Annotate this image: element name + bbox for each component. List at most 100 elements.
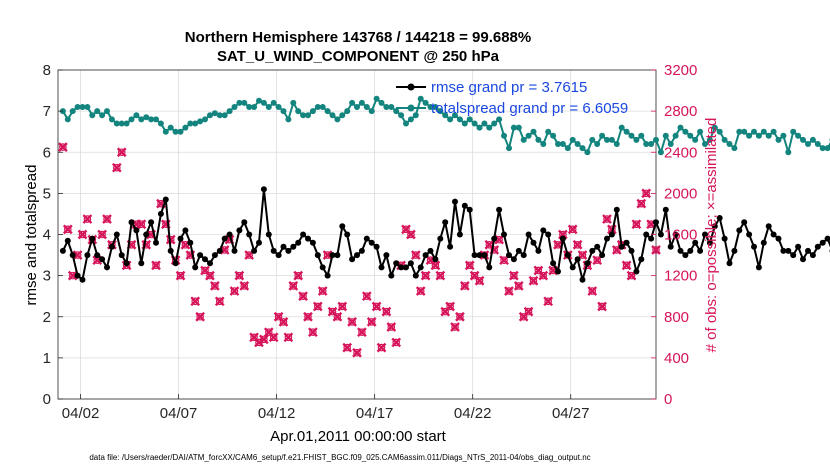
point-totalspread [118, 120, 125, 127]
point-rmse [368, 239, 375, 246]
point-rmse [785, 247, 792, 254]
point-rmse [461, 202, 468, 209]
point-rmse [702, 231, 708, 238]
legend-totalspread-marker [407, 104, 415, 112]
obs-marker [597, 301, 607, 312]
point-totalspread [69, 108, 76, 115]
point-rmse [177, 235, 184, 242]
point-totalspread [417, 95, 424, 102]
point-rmse [697, 247, 704, 254]
point-totalspread [305, 112, 311, 119]
point-totalspread [442, 112, 449, 119]
point-rmse [275, 252, 282, 259]
point-rmse [589, 247, 596, 254]
point-totalspread [819, 145, 826, 152]
obs-marker [631, 219, 642, 230]
series-lines [59, 95, 830, 283]
point-totalspread [349, 99, 356, 106]
point-totalspread [545, 128, 552, 135]
point-rmse [349, 256, 356, 263]
point-rmse [123, 260, 130, 267]
obs-marker [455, 311, 465, 322]
point-rmse [506, 252, 512, 259]
x-tick-label: 04/12 [258, 405, 296, 422]
obs-marker [239, 281, 250, 291]
point-totalspread [74, 104, 81, 110]
point-rmse [260, 186, 267, 193]
point-rmse [476, 252, 483, 259]
point-totalspread [207, 112, 213, 119]
obs-marker [229, 286, 240, 296]
point-totalspread [667, 141, 674, 147]
y-axis-label-right: # of obs: o=possible; ×=assimilated [703, 118, 720, 353]
y-tick-label-right: 0 [664, 391, 672, 408]
point-rmse [584, 260, 591, 267]
obs-marker [278, 317, 289, 327]
point-totalspread [177, 128, 184, 135]
obs-marker [621, 260, 632, 271]
point-rmse [334, 252, 341, 259]
obs-marker [504, 286, 514, 296]
point-totalspread [94, 108, 101, 115]
obs-marker [366, 317, 377, 327]
obs-marker [308, 327, 318, 338]
point-totalspread [476, 124, 483, 131]
point-totalspread [638, 132, 645, 139]
point-totalspread [216, 112, 223, 119]
point-totalspread [437, 108, 444, 115]
point-rmse [657, 231, 664, 238]
point-totalspread [726, 141, 733, 147]
point-totalspread [148, 116, 155, 123]
point-totalspread [672, 132, 679, 139]
point-rmse [653, 219, 659, 226]
obs-marker [205, 270, 215, 281]
point-rmse [104, 264, 110, 271]
point-rmse [814, 243, 821, 250]
point-totalspread [535, 136, 542, 143]
legend-rmse-marker [407, 83, 415, 91]
point-totalspread [221, 112, 228, 119]
y-axis-label: rmse and totalspread [23, 165, 40, 306]
point-totalspread [290, 99, 297, 106]
obs-marker [602, 214, 612, 224]
point-rmse [618, 243, 625, 250]
point-rmse [525, 231, 532, 238]
obs-marker [342, 342, 353, 353]
point-totalspread [496, 116, 503, 123]
point-rmse [501, 231, 507, 238]
point-totalspread [153, 116, 159, 123]
point-rmse [265, 231, 272, 238]
point-rmse [246, 231, 253, 238]
point-totalspread [300, 112, 307, 119]
obs-marker [214, 296, 225, 307]
point-rmse [437, 235, 444, 242]
point-rmse [805, 247, 811, 254]
point-rmse [94, 252, 101, 259]
point-rmse [99, 256, 106, 263]
obs-marker [210, 281, 220, 291]
point-totalspread [682, 128, 689, 135]
point-totalspread [760, 128, 767, 135]
y-tick-label: 7 [43, 103, 51, 120]
y-tick-label-right: 2000 [664, 185, 697, 202]
point-totalspread [510, 124, 517, 131]
point-totalspread [809, 136, 816, 143]
obs-marker [352, 347, 362, 358]
point-totalspread [329, 112, 336, 119]
obs-marker [406, 229, 416, 240]
point-rmse [486, 264, 493, 271]
obs-marker [361, 291, 372, 302]
obs-marker [298, 291, 308, 302]
point-rmse [187, 239, 194, 246]
point-totalspread [192, 120, 199, 127]
obs-marker [347, 317, 357, 327]
point-totalspread [770, 128, 777, 135]
point-totalspread [354, 104, 360, 110]
obs-marker [82, 214, 93, 224]
legend-totalspread-label: totalspread grand pr = 6.6059 [431, 100, 628, 117]
point-rmse [594, 243, 601, 250]
point-rmse [648, 235, 655, 242]
point-totalspread [373, 95, 380, 102]
legend: rmse grand pr = 3.7615 totalspread grand… [396, 79, 628, 117]
point-totalspread [143, 114, 150, 121]
